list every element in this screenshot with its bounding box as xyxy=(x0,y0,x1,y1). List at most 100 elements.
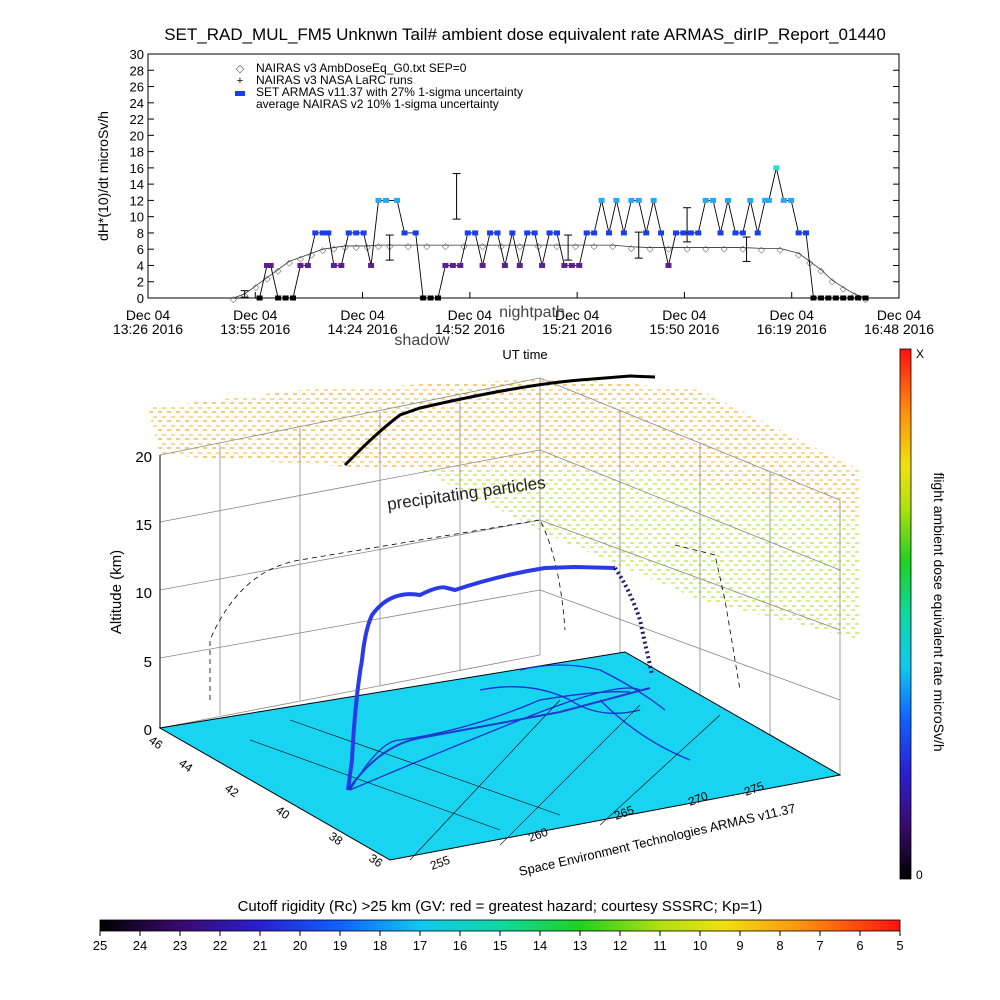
armas-point xyxy=(680,230,687,236)
nairas-v3-line xyxy=(233,244,866,299)
nairas-v3-point: ◇ xyxy=(286,257,293,267)
nairas-v3-point: ◇ xyxy=(795,249,802,259)
dose-colorbar-label: flight ambient dose equivalent rate micr… xyxy=(931,472,947,751)
armas-point xyxy=(516,262,523,268)
armas-point xyxy=(494,230,501,236)
x-tick-time: 15:50 2016 xyxy=(649,321,719,337)
nairas-v3-point: ◇ xyxy=(628,243,635,253)
armas-point xyxy=(275,295,282,301)
nairas-v3-point: ◇ xyxy=(319,245,326,255)
rigidity-tick-label: 19 xyxy=(333,938,347,953)
figure-title: SET_RAD_MUL_FM5 Unknwn Tail# ambient dos… xyxy=(164,25,886,44)
armas-point xyxy=(635,197,642,203)
armas-point xyxy=(382,197,389,203)
nairas-v3-point: ◇ xyxy=(553,241,560,251)
z-tick-label: 10 xyxy=(135,585,152,602)
y-tick-label: 26 xyxy=(130,80,144,95)
armas-point xyxy=(847,295,854,301)
armas-point xyxy=(810,295,817,301)
nairas-v3-point: ◇ xyxy=(721,244,728,254)
x-tick-date: Dec 04 xyxy=(126,307,171,323)
lon-tick-label: 275 xyxy=(742,779,766,799)
ground-track-projection xyxy=(209,519,566,700)
nairas-v3-point: ◇ xyxy=(423,241,430,251)
y-tick-label: 4 xyxy=(137,258,144,273)
rigidity-tick-label: 18 xyxy=(373,938,387,953)
legend-marker-armas xyxy=(235,91,245,96)
nairas-v3-point: ◇ xyxy=(777,244,784,254)
legend-entry: SET ARMAS v11.37 with 27% 1-sigma uncert… xyxy=(256,85,523,99)
armas-point xyxy=(479,262,486,268)
dose-colorbar-top-label: X xyxy=(916,347,924,361)
armas-point xyxy=(546,230,553,236)
overlay-label-nightpath: nightpath xyxy=(499,304,565,321)
x-tick-time: 16:19 2016 xyxy=(757,321,827,337)
map-graticule xyxy=(249,699,721,861)
z-axis-label: Altitude (km) xyxy=(108,550,125,634)
lat-tick-label: 42 xyxy=(222,781,241,800)
legend-marker-errorbar: + xyxy=(237,75,243,87)
x-tick-date: Dec 04 xyxy=(448,307,493,323)
flight-track-3d-descent xyxy=(613,566,654,676)
rigidity-tick-label: 10 xyxy=(693,938,707,953)
lon-tick-label: 255 xyxy=(428,853,452,873)
armas-point xyxy=(665,262,672,268)
rigidity-tick-label: 21 xyxy=(253,938,267,953)
armas-point xyxy=(724,197,731,203)
armas-point xyxy=(658,230,665,236)
y-tick-label: 0 xyxy=(137,291,144,306)
armas-point xyxy=(457,262,464,268)
lat-tick-label: 44 xyxy=(176,756,195,775)
armas-point xyxy=(368,262,375,268)
nairas-v3-point: ◇ xyxy=(609,241,616,251)
x-tick-time: 13:26 2016 xyxy=(113,321,183,337)
dose-colorbar-bottom-label: 0 xyxy=(916,868,923,882)
armas-point xyxy=(606,230,613,236)
armas-point xyxy=(747,197,754,203)
armas-point xyxy=(330,262,337,268)
series-group: ◇◇◇◇◇ ◇ ◇ ◇ ◇ ◇ ◇ ◇ ◇ ◇ ◇ ◇ ◇ ◇ ◇ ◇ ◇ ◇ ◇ ◇ ◇ ◇ ◇ ◇ ◇ ◇ ◇ ◇ ◇ ◇ ◇◇◇◇◇◇… xyxy=(230,165,869,304)
armas-point xyxy=(338,262,345,268)
z-axis-ticks: 0 5 10 15 20 xyxy=(135,449,152,739)
nairas-v3-point: ◇ xyxy=(364,242,371,252)
armas-point xyxy=(353,230,360,236)
y-tick-label: 30 xyxy=(130,47,144,62)
map-floor xyxy=(158,651,842,861)
y-tick-label: 6 xyxy=(137,242,144,257)
rigidity-tick-label: 23 xyxy=(173,938,187,953)
rigidity-tick-label: 11 xyxy=(653,938,667,953)
rigidity-colorbar-group: Cutoff rigidity (Rc) >25 km (GV: red = g… xyxy=(93,898,904,953)
armas-point xyxy=(412,230,419,236)
nairas-v3-point: ◇ xyxy=(702,244,709,254)
x-tick-time: 15:21 2016 xyxy=(542,321,612,337)
rigidity-tick-label: 7 xyxy=(816,938,823,953)
nairas-v3-point: ◇ xyxy=(353,242,360,252)
nairas-v3-point: ◇ xyxy=(758,244,765,254)
nairas-v3-point: ◇ xyxy=(498,241,505,251)
armas-point xyxy=(765,197,772,203)
y-tick-label: 22 xyxy=(130,112,144,127)
armas-point xyxy=(628,197,635,203)
armas-point xyxy=(795,230,802,236)
nairas-v3-point: ◇ xyxy=(665,244,672,254)
x-tick-date: Dec 04 xyxy=(662,307,707,323)
armas-point xyxy=(319,230,326,236)
armas-point xyxy=(754,230,761,236)
z-tick-label: 20 xyxy=(135,449,152,466)
armas-point xyxy=(434,295,441,301)
nairas-v3-point: ◇ xyxy=(297,253,304,263)
flight-3d-view: 0 5 10 15 20 Altitude (km) 46 44 42 xyxy=(108,347,947,882)
rigidity-colorbar-label: Cutoff rigidity (Rc) >25 km (GV: red = g… xyxy=(238,898,763,915)
armas-point xyxy=(297,262,304,268)
armas-point xyxy=(304,262,311,268)
armas-point xyxy=(263,262,270,268)
x-tick-date: Dec 04 xyxy=(770,307,815,323)
y-tick-label: 18 xyxy=(130,145,144,160)
nairas-v3-point: ◇ xyxy=(739,244,746,254)
legend-entry: average NAIRAS v2 10% 1-sigma uncertaint… xyxy=(256,97,499,111)
nairas-v3-point: ◇ xyxy=(572,241,579,251)
armas-point xyxy=(825,295,832,301)
